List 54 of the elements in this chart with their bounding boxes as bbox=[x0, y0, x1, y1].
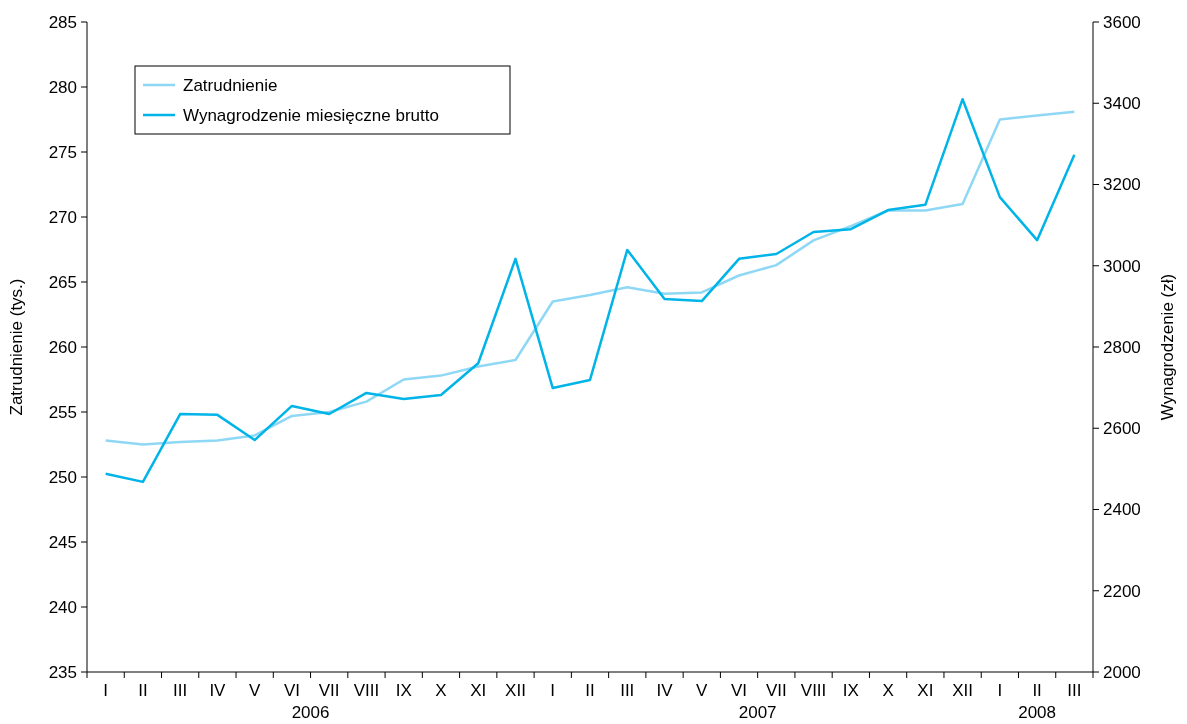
legend-label: Zatrudnienie bbox=[183, 75, 278, 95]
legend-label: Wynagrodzenie miesięczne brutto bbox=[183, 105, 439, 125]
x-tick-label: XII bbox=[952, 681, 973, 700]
text: 2008 bbox=[1018, 703, 1057, 722]
y-tick-label: 270 bbox=[48, 207, 77, 227]
y-tick-label: 260 bbox=[48, 337, 77, 357]
y-axis-title: Zatrudnienie (tys.) bbox=[7, 278, 26, 416]
x-tick-label: II bbox=[138, 681, 148, 700]
x-tick-label: V bbox=[696, 681, 709, 700]
y-tick-label: 255 bbox=[48, 402, 77, 422]
x-tick-label: VII bbox=[318, 681, 340, 700]
y2-tick-label: 3200 bbox=[1103, 175, 1141, 195]
x-tick-label: II bbox=[585, 681, 595, 700]
text: 2007 bbox=[738, 703, 777, 722]
x-tick-label: III bbox=[173, 681, 188, 700]
y2-tick-label: 2400 bbox=[1103, 500, 1141, 520]
y2-tick-label: 3400 bbox=[1103, 94, 1141, 114]
y2-tick-label: 2600 bbox=[1103, 419, 1141, 439]
y-tick-label: 275 bbox=[48, 142, 77, 162]
text: 2006 bbox=[291, 703, 330, 722]
y2-axis-title: Wynagrodzenie (zł) bbox=[1158, 273, 1177, 421]
x-tick-label: VII bbox=[765, 681, 787, 700]
x-tick-label: II bbox=[1032, 681, 1042, 700]
x-tick-label: VIII bbox=[353, 681, 380, 700]
x-tick-label: IV bbox=[656, 681, 674, 700]
x-tick-label: IV bbox=[209, 681, 227, 700]
y2-tick-label: 3600 bbox=[1103, 12, 1141, 32]
y-tick-label: 265 bbox=[48, 272, 77, 292]
x-tick-label: XI bbox=[470, 681, 487, 700]
y2-tick-label: 2000 bbox=[1103, 662, 1141, 682]
x-tick-label: VI bbox=[283, 681, 300, 700]
x-tick-label: III bbox=[1067, 681, 1082, 700]
y2-tick-label: 3000 bbox=[1103, 256, 1141, 276]
x-tick-label: III bbox=[620, 681, 635, 700]
x-tick-label: IX bbox=[395, 681, 412, 700]
y-tick-label: 285 bbox=[48, 12, 77, 32]
x-tick-label: V bbox=[248, 681, 261, 700]
y-tick-label: 280 bbox=[48, 77, 77, 97]
x-tick-label: VI bbox=[731, 681, 748, 700]
y-tick-label: 240 bbox=[48, 597, 77, 617]
x-tick-label: IX bbox=[842, 681, 859, 700]
x-tick-label: XII bbox=[505, 681, 526, 700]
x-tick-label: I bbox=[550, 681, 556, 700]
y-tick-label: 250 bbox=[48, 467, 77, 487]
x-tick-label: XI bbox=[917, 681, 934, 700]
x-tick-label: I bbox=[997, 681, 1003, 700]
y-tick-label: 245 bbox=[48, 532, 77, 552]
y-tick-label: 235 bbox=[48, 662, 77, 682]
x-tick-label: X bbox=[435, 681, 447, 700]
x-tick-label: VIII bbox=[800, 681, 827, 700]
x-tick-label: I bbox=[103, 681, 108, 700]
y2-tick-label: 2200 bbox=[1103, 581, 1141, 601]
x-tick-label: X bbox=[882, 681, 894, 700]
y2-tick-label: 2800 bbox=[1103, 337, 1141, 357]
